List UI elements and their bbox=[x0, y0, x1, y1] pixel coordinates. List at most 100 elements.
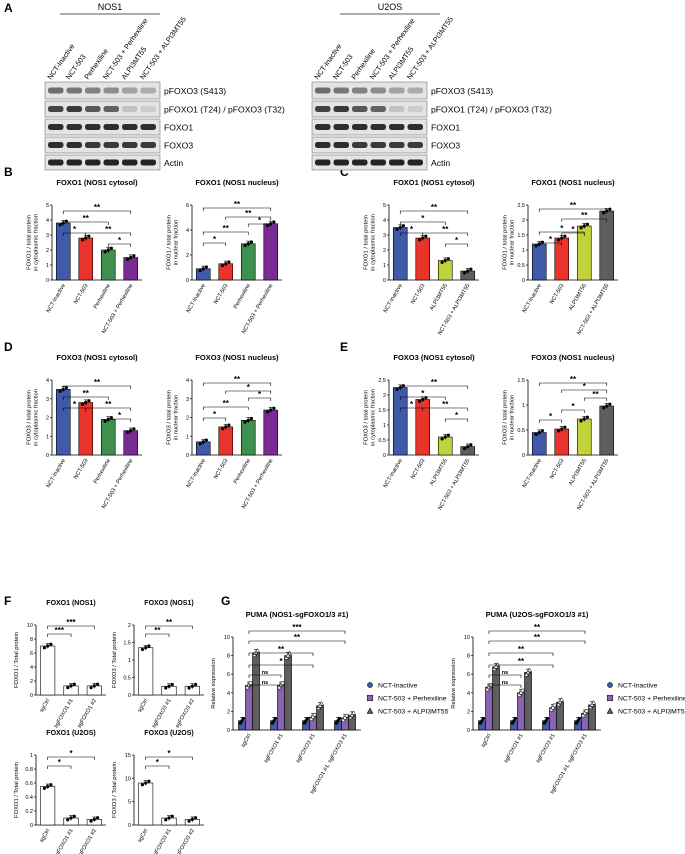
blot-left: NOS1NCT-InactiveNCT-503PerhexilineNCT-50… bbox=[44, 2, 285, 171]
bar bbox=[55, 222, 71, 281]
y-tick-label: 1 bbox=[383, 263, 386, 269]
legend: NCT-Inactive NCT-503 + Perhexiline NCT-503… bbox=[606, 682, 685, 716]
x-tick-label: NCT-Inactive bbox=[522, 458, 543, 489]
significance-bracket bbox=[47, 625, 95, 629]
data-point bbox=[129, 255, 133, 260]
data-point bbox=[557, 238, 561, 242]
bar bbox=[492, 666, 500, 731]
data-point bbox=[72, 682, 76, 686]
significance-label: * bbox=[410, 400, 414, 409]
bar bbox=[554, 428, 570, 456]
y-axis-label: in cytoplasmic fraction bbox=[34, 389, 40, 446]
y-axis-label: in nuclear fraction bbox=[510, 220, 516, 266]
y-tick-label: 0 bbox=[186, 453, 189, 459]
x-tick-label: NCT-503 bbox=[410, 458, 426, 480]
data-point bbox=[319, 701, 325, 706]
data-point bbox=[272, 719, 276, 723]
data-point bbox=[418, 399, 422, 403]
x-tick-label: ALPI3MT55 bbox=[568, 458, 588, 487]
blot-band bbox=[389, 87, 405, 94]
bar bbox=[78, 237, 94, 281]
significance-label: * bbox=[571, 402, 575, 411]
data-point bbox=[534, 432, 538, 436]
y-tick-label: 0 bbox=[383, 278, 386, 284]
data-point bbox=[524, 672, 529, 677]
significance-bracket bbox=[561, 218, 608, 222]
data-point bbox=[576, 719, 580, 723]
significance-label: * bbox=[258, 390, 262, 399]
y-axis-label: FOXO1 / Total protein bbox=[14, 762, 20, 818]
blot-row-label: FOXO1 bbox=[431, 123, 460, 133]
bar bbox=[40, 786, 56, 826]
legend-marker bbox=[606, 707, 614, 714]
y-tick-label: 0 bbox=[467, 728, 470, 734]
blot-band bbox=[48, 87, 64, 94]
bar bbox=[531, 243, 547, 281]
y-tick-label: 4 bbox=[186, 378, 189, 384]
legend-label: NCT-Inactive bbox=[618, 683, 658, 690]
data-point bbox=[469, 443, 473, 447]
y-axis-label: FOXO3 / total protein bbox=[167, 390, 173, 445]
data-point bbox=[401, 384, 405, 388]
significance-label: ns bbox=[262, 680, 268, 686]
data-point bbox=[243, 243, 247, 248]
bar bbox=[240, 243, 256, 281]
blot-header-left: NOS1 bbox=[98, 2, 123, 12]
y-tick-label: 4 bbox=[30, 665, 33, 671]
blot-right: U2OSNCT-InactiveNCT-503PerhexilineNCT-50… bbox=[311, 2, 552, 171]
significance-label: ** bbox=[223, 224, 230, 233]
significance-bracket bbox=[399, 396, 446, 400]
data-point bbox=[348, 714, 353, 720]
chart-0: FOXO1 (NOS1 cytosol) 0 1 2 3 4 5 FOXO1 / total … bbox=[27, 178, 142, 335]
data-point bbox=[463, 271, 467, 275]
blot-band bbox=[140, 159, 156, 166]
blot-band bbox=[66, 159, 82, 166]
blot-band bbox=[407, 124, 423, 130]
data-point bbox=[190, 817, 194, 822]
data-point bbox=[443, 258, 447, 263]
data-point bbox=[95, 816, 100, 820]
data-point bbox=[469, 267, 473, 271]
bar bbox=[485, 686, 493, 731]
significance-label: * bbox=[421, 214, 425, 223]
chart-4: FOXO3 (NOS1 cytosol) 0 1 2 3 4 FOXO3 / total p… bbox=[27, 353, 142, 510]
data-point bbox=[109, 246, 113, 250]
significance-label: ns bbox=[262, 670, 268, 676]
y-tick-label: 2 bbox=[467, 709, 470, 715]
y-tick-label: 2 bbox=[128, 623, 131, 629]
y-axis-label: in nuclear fraction bbox=[174, 220, 180, 266]
blot-band bbox=[333, 106, 349, 112]
data-point bbox=[545, 716, 550, 721]
blot-band bbox=[103, 124, 119, 130]
significance-bracket bbox=[422, 232, 469, 236]
x-tick-label: sgFOXO3 #1 bbox=[151, 828, 173, 854]
significance-bracket bbox=[62, 210, 132, 214]
significance-bracket bbox=[202, 382, 272, 386]
y-tick-label: 0 bbox=[186, 278, 189, 284]
data-point bbox=[198, 268, 202, 273]
blot-row-label: pFOXO1 (T24) / pFOXO3 (T32) bbox=[164, 105, 285, 115]
data-point bbox=[129, 429, 133, 433]
significance-bracket bbox=[399, 210, 469, 214]
significance-label: ** bbox=[83, 214, 90, 223]
legend-label: NCT-503 + Perhexiline bbox=[618, 696, 685, 703]
blot-band bbox=[352, 87, 368, 94]
data-point bbox=[563, 425, 567, 429]
y-tick-label: 1.5 bbox=[378, 408, 386, 414]
panel-letter-c: C bbox=[340, 165, 349, 179]
data-point bbox=[591, 700, 597, 705]
blot-band bbox=[85, 142, 101, 148]
x-tick-label: sgCtrl bbox=[137, 828, 150, 844]
y-axis-label: in cytoplasmic fraction bbox=[34, 214, 40, 271]
significance-bracket bbox=[145, 765, 170, 769]
blot-row-label: FOXO3 bbox=[431, 141, 460, 151]
data-point bbox=[147, 644, 151, 648]
y-axis-label: FOXO1 / total protein bbox=[503, 215, 509, 270]
significance-label: * bbox=[73, 400, 77, 409]
y-tick-label: 2 bbox=[383, 248, 386, 254]
y-tick-label: 10 bbox=[464, 635, 470, 641]
data-point bbox=[525, 669, 531, 675]
bar bbox=[123, 257, 139, 281]
x-tick-label: Perhexiline bbox=[93, 283, 112, 310]
data-point bbox=[424, 234, 428, 238]
